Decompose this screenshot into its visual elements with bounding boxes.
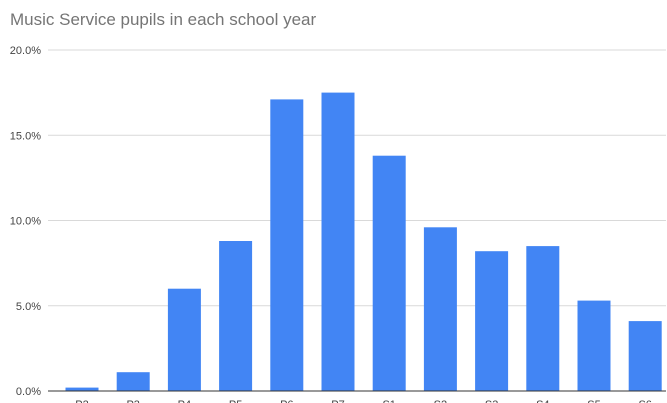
bars — [65, 92, 662, 392]
y-axis-tick-labels: 0.0% 5.0% 10.0% 15.0% 20.0% — [10, 45, 41, 398]
bar-p5 — [219, 241, 253, 391]
x-tick-label: S5 — [587, 399, 600, 403]
y-tick-label: 15.0% — [10, 130, 41, 142]
y-tick-label: 5.0% — [16, 301, 41, 313]
x-tick-label: P6 — [280, 399, 293, 403]
bar-s2 — [423, 227, 457, 391]
bar-p3 — [116, 372, 150, 391]
x-tick-label: S3 — [485, 399, 498, 403]
bar-p4 — [167, 288, 201, 391]
x-tick-label: P2 — [75, 399, 88, 403]
bar-p7 — [321, 92, 355, 391]
bar-p6 — [270, 99, 304, 392]
bar-s4 — [526, 246, 560, 391]
x-tick-label: P5 — [229, 399, 242, 403]
y-tick-label: 0.0% — [16, 386, 41, 398]
y-tick-label: 20.0% — [10, 45, 41, 57]
bar-s1 — [372, 155, 406, 391]
x-axis-tick-labels: P2 P3 P4 P5 P6 P7 S1 S2 S3 S4 S5 S6 — [75, 399, 652, 403]
x-tick-label: S6 — [638, 399, 651, 403]
x-tick-label: P4 — [178, 399, 191, 403]
bar-s5 — [577, 300, 611, 391]
gridlines — [48, 49, 666, 307]
x-tick-label: S2 — [434, 399, 447, 403]
bar-p2 — [65, 387, 99, 391]
chart-title: Music Service pupils in each school year — [10, 10, 317, 29]
bar-s6 — [628, 321, 662, 391]
x-tick-label: S1 — [382, 399, 395, 403]
x-tick-label: P3 — [126, 399, 139, 403]
y-tick-label: 10.0% — [10, 216, 41, 228]
bar-s3 — [475, 251, 509, 391]
x-tick-label: P7 — [331, 399, 344, 403]
x-tick-label: S4 — [536, 399, 549, 403]
